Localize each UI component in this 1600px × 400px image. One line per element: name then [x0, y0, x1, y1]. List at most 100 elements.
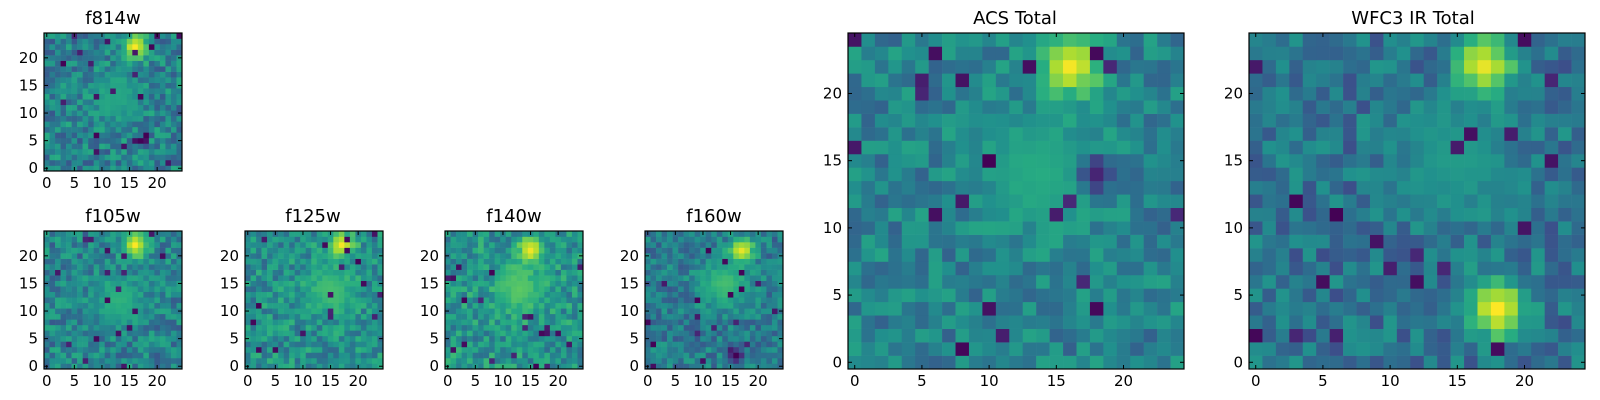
heatmap-cell — [311, 319, 318, 326]
heatmap-cell — [689, 324, 695, 331]
heatmap-cell — [522, 363, 529, 370]
heatmap-cell — [366, 286, 373, 293]
heatmap-cell — [104, 143, 111, 150]
heatmap-cell — [522, 302, 529, 309]
heatmap-cell — [1504, 194, 1519, 209]
heatmap-cell — [1531, 127, 1545, 141]
heatmap-cell — [115, 264, 122, 270]
heatmap-cell — [500, 308, 507, 315]
heatmap-cell — [250, 291, 257, 298]
heatmap-cell — [1410, 315, 1425, 329]
heatmap-cell — [1571, 73, 1586, 88]
heatmap-cell — [656, 264, 662, 270]
heatmap-cell — [170, 330, 177, 337]
heatmap-cell — [650, 297, 657, 304]
heatmap-cell — [1437, 167, 1451, 182]
heatmap-cell — [250, 313, 257, 320]
heatmap-cell — [377, 352, 384, 359]
heatmap-cell — [478, 324, 484, 331]
heatmap-cell — [1302, 33, 1317, 47]
heatmap-cell — [245, 247, 251, 254]
heatmap-cell — [110, 55, 117, 61]
heatmap-cell — [1531, 46, 1545, 61]
heatmap-cell — [1343, 86, 1357, 101]
heatmap-cell — [289, 231, 295, 237]
heatmap-cell — [170, 49, 177, 56]
heatmap-cell — [500, 258, 507, 265]
heatmap-cell — [683, 335, 690, 342]
heatmap-cell — [170, 71, 177, 78]
heatmap-cell — [1022, 180, 1037, 195]
heatmap-cell — [1049, 167, 1064, 182]
heatmap-cell — [82, 335, 89, 342]
heatmap-cell — [656, 236, 662, 243]
heatmap-cell — [165, 313, 172, 320]
heatmap-cell — [500, 324, 507, 331]
heatmap-cell — [132, 247, 139, 254]
heatmap-cell — [505, 242, 512, 248]
heatmap-cell — [549, 346, 556, 353]
heatmap-cell — [1464, 207, 1478, 222]
heatmap-cell — [148, 335, 155, 342]
heatmap-cell — [928, 100, 943, 114]
heatmap-cell — [104, 357, 111, 364]
heatmap-cell — [549, 308, 556, 315]
heatmap-cell — [571, 319, 578, 326]
heatmap-cell — [848, 274, 862, 289]
heatmap-cell — [1076, 73, 1091, 88]
heatmap-cell — [99, 357, 106, 364]
heatmap-cell — [1049, 261, 1064, 276]
heatmap-cell — [727, 341, 734, 348]
heatmap-cell — [143, 66, 150, 72]
heatmap-cell — [483, 275, 490, 281]
y-tick-label: 0 — [1233, 353, 1243, 371]
heatmap-cell — [1249, 342, 1263, 356]
heatmap-cell — [93, 280, 100, 287]
heatmap-cell — [1275, 73, 1290, 88]
heatmap-cell — [683, 341, 690, 348]
heatmap-cell — [661, 346, 668, 353]
heatmap-cell — [126, 126, 133, 133]
heatmap-cell — [154, 275, 161, 281]
x-tick-label: 20 — [1114, 372, 1133, 390]
heatmap-cell — [77, 363, 83, 370]
heatmap-cell — [137, 137, 144, 144]
heatmap-cell — [733, 236, 740, 243]
heatmap-cell — [689, 258, 695, 265]
heatmap-cell — [650, 341, 657, 348]
heatmap-cell — [1289, 167, 1304, 182]
heatmap-cell — [121, 71, 128, 78]
heatmap-cell — [738, 258, 745, 265]
heatmap-cell — [500, 341, 507, 348]
heatmap-cell — [154, 269, 161, 276]
heatmap-cell — [126, 236, 133, 243]
heatmap-cell — [115, 302, 122, 309]
heatmap-cell — [1437, 100, 1451, 114]
heatmap-cell — [861, 113, 876, 128]
heatmap-cell — [450, 280, 457, 287]
heatmap-cell — [544, 280, 551, 287]
heatmap-cell — [738, 346, 745, 353]
heatmap-cell — [694, 357, 701, 364]
heatmap-cell — [566, 357, 573, 364]
heatmap-cell — [467, 313, 473, 320]
panel-title: f140w — [486, 206, 541, 227]
heatmap-cell — [115, 231, 122, 237]
heatmap-cell — [678, 308, 684, 315]
heatmap-cell — [968, 180, 983, 195]
heatmap-cell — [467, 258, 473, 265]
heatmap-cell — [1076, 153, 1091, 168]
heatmap-cell — [327, 286, 334, 293]
heatmap-cell — [322, 357, 329, 364]
heatmap-cell — [667, 357, 673, 364]
heatmap-cell — [132, 38, 139, 45]
heatmap-cell — [1464, 140, 1478, 155]
heatmap-cell — [82, 99, 89, 106]
heatmap-cell — [544, 335, 551, 342]
heatmap-cell — [294, 247, 301, 254]
heatmap-cell — [968, 127, 983, 141]
heatmap-cell — [478, 335, 484, 342]
heatmap-cell — [915, 355, 929, 370]
heatmap-cell — [1410, 86, 1425, 101]
heatmap-cell — [656, 302, 662, 309]
